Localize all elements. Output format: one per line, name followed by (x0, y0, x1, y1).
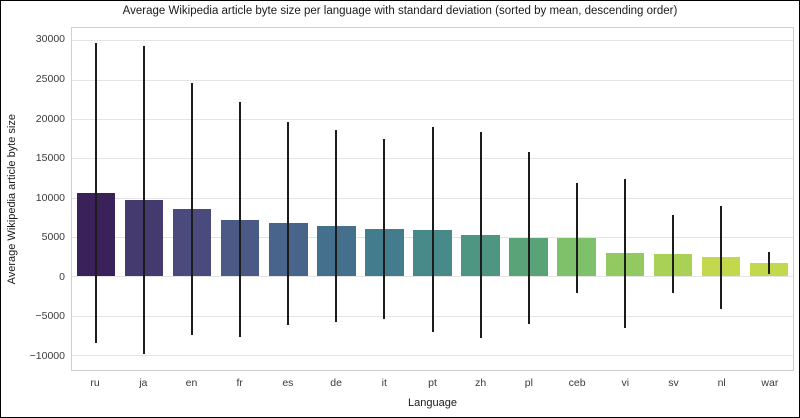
y-tick-label--10000: −10000 (29, 349, 65, 362)
errorbar-fr (239, 102, 242, 338)
x-tick-label-vi: vi (621, 377, 630, 389)
errorbar-ja (143, 45, 146, 355)
y-tick-label-5000: 5000 (41, 231, 65, 244)
x-tick-label-fr: fr (236, 377, 243, 389)
y-axis-tick-labels: 30000 25000 20000 15000 10000 5000 0 −5000 −1000… (1, 27, 65, 371)
y-tick-label-25000: 25000 (35, 73, 65, 86)
errorbar-de (335, 129, 338, 323)
x-tick-label-ja: ja (139, 377, 148, 389)
x-tick-label-it: it (381, 377, 387, 389)
errorbar-ceb (575, 183, 578, 294)
errorbar-sv (671, 214, 674, 293)
gridline-y-25000 (72, 79, 793, 81)
errorbar-pl (527, 151, 530, 324)
errorbar-war (767, 252, 770, 275)
x-tick-label-pl: pl (524, 377, 533, 389)
gridline-y-30000 (72, 40, 793, 42)
y-tick-label--5000: −5000 (35, 310, 66, 323)
x-tick-label-ceb: ceb (568, 377, 586, 389)
chart-title: Average Wikipedia article byte size per … (122, 5, 678, 17)
x-tick-label-nl: nl (717, 377, 726, 389)
x-tick-label-ru: ru (90, 377, 100, 389)
x-axis-label: Language (408, 397, 457, 409)
errorbar-en (191, 82, 194, 336)
x-tick-label-pt: pt (428, 377, 437, 389)
x-tick-label-sv: sv (668, 377, 679, 389)
errorbar-vi (623, 179, 626, 328)
errorbar-it (383, 139, 386, 319)
y-tick-label-0: 0 (59, 270, 65, 283)
y-tick-label-10000: 10000 (35, 191, 65, 204)
x-tick-label-es: es (282, 377, 294, 389)
x-tick-label-de: de (330, 377, 342, 389)
x-tick-label-war: war (761, 377, 779, 389)
errorbar-es (287, 121, 290, 325)
errorbar-pt (431, 127, 434, 332)
gridline-y--10000 (72, 354, 793, 356)
y-tick-label-30000: 30000 (35, 33, 65, 46)
y-tick-label-20000: 20000 (35, 112, 65, 125)
x-tick-label-en: en (185, 377, 198, 389)
gridline-y-20000 (72, 119, 793, 121)
errorbar-zh (479, 131, 482, 338)
errorbar-nl (719, 206, 722, 309)
x-tick-label-zh: zh (475, 377, 487, 389)
plot-area (71, 27, 794, 371)
x-axis-tick-labels: ru ja en fr es de it pt zh pl ceb vi sv nl war (71, 377, 794, 391)
y-tick-label-15000: 15000 (35, 152, 65, 165)
errorbar-ru (95, 42, 98, 344)
